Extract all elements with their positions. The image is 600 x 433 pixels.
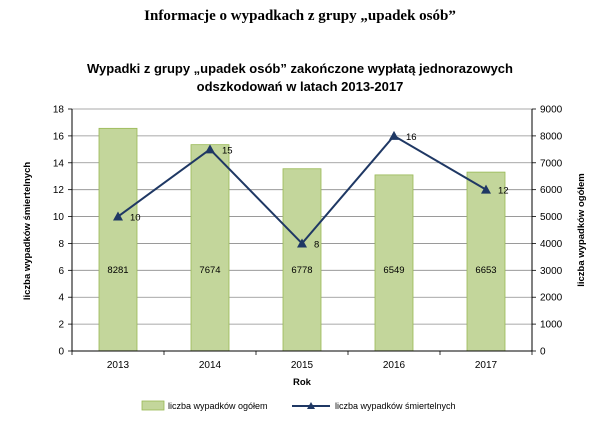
y-right-tick-label: 5000 [540,212,563,223]
y-right-tick-label: 6000 [540,185,563,196]
chart-title-line: odszkodowań w latach 2013-2017 [197,79,404,94]
y-right-tick-label: 4000 [540,239,563,250]
y-right-axis-title: liczba wypadków ogółem [576,173,587,287]
y-left-tick-label: 16 [53,131,65,142]
legend-line-marker [307,402,315,409]
line-data-label: 15 [222,145,233,156]
bar [190,144,230,352]
line-point-marker [297,238,307,248]
x-axis-title: Rok [293,377,312,388]
line-point-marker [113,211,123,221]
bar [374,174,414,352]
y-right-tick-label: 0 [540,347,546,358]
y-left-axis-title: liczba wypadków śmiertelnych [22,162,33,301]
bar [98,127,138,352]
line-data-label: 10 [130,213,141,224]
line-data-label: 16 [406,132,417,143]
y-left-tick-label: 10 [53,212,65,223]
bar-data-label: 8281 [107,265,128,276]
x-tick-label: 2014 [199,360,222,371]
line-point-marker [481,184,491,194]
x-tick-label: 2015 [291,360,314,371]
y-left-tick-label: 0 [58,347,64,358]
line-point-marker [205,144,215,154]
y-left-tick-label: 18 [53,105,65,116]
chart-title-line: Wypadki z grupy „upadek osób” zakończone… [87,61,513,76]
bar [466,171,506,352]
bar-data-label: 6653 [475,265,496,276]
legend-bar-label: liczba wypadków ogółem [168,401,268,411]
y-left-tick-label: 8 [58,239,64,250]
y-right-tick-label: 7000 [540,158,563,169]
y-right-tick-label: 8000 [540,131,563,142]
y-right-tick-label: 3000 [540,266,563,277]
y-right-tick-label: 1000 [540,320,563,331]
bar [282,168,322,352]
y-left-tick-label: 6 [58,266,64,277]
bar-data-label: 7674 [199,265,220,276]
line-data-label: 12 [498,186,509,197]
y-left-tick-label: 4 [58,293,64,304]
legend-bar-swatch [141,400,165,411]
x-tick-label: 2016 [383,360,406,371]
bar-data-label: 6778 [291,265,312,276]
y-left-tick-label: 14 [53,158,65,169]
y-right-tick-label: 2000 [540,293,563,304]
x-tick-label: 2013 [107,360,130,371]
y-left-tick-label: 2 [58,320,64,331]
page-heading: Informacje o wypadkach z grupy „upadek o… [144,8,456,24]
line-data-label: 8 [314,239,319,250]
legend-line-label: liczba wypadków śmiertelnych [335,401,456,411]
x-tick-label: 2017 [475,360,498,371]
y-right-tick-label: 9000 [540,105,563,116]
y-left-tick-label: 12 [53,185,65,196]
line-point-marker [389,130,399,140]
bar-data-label: 6549 [383,265,404,276]
